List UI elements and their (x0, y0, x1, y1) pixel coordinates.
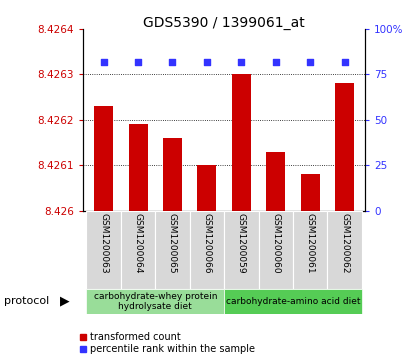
Text: ▶: ▶ (59, 295, 69, 308)
Point (307, 59, 313, 65)
Bar (259, 211, 293, 289)
Bar (94, 106, 113, 211)
Bar (335, 83, 354, 211)
Bar (155, 211, 190, 289)
Bar (327, 211, 362, 289)
Bar (129, 124, 147, 211)
Point (204, 59, 210, 65)
Text: GSM1200061: GSM1200061 (305, 213, 315, 273)
Bar (232, 74, 251, 211)
Bar (293, 211, 327, 289)
Point (238, 59, 244, 65)
Bar (198, 165, 216, 211)
Point (135, 59, 142, 65)
Text: GSM1200063: GSM1200063 (99, 213, 108, 273)
Point (272, 59, 279, 65)
Bar (163, 138, 182, 211)
Text: carbohydrate-amino acid diet: carbohydrate-amino acid diet (226, 297, 360, 306)
Bar (224, 211, 259, 289)
Text: GSM1200064: GSM1200064 (134, 213, 143, 273)
Bar (224, 289, 362, 314)
Text: GSM1200060: GSM1200060 (271, 213, 280, 273)
Point (169, 59, 176, 65)
Text: GDS5390 / 1399061_at: GDS5390 / 1399061_at (143, 16, 305, 30)
Bar (266, 151, 285, 211)
Bar (86, 211, 121, 289)
Text: carbohydrate-whey protein
hydrolysate diet: carbohydrate-whey protein hydrolysate di… (93, 291, 217, 311)
Text: protocol: protocol (4, 296, 49, 306)
Bar (86, 289, 224, 314)
Text: GSM1200059: GSM1200059 (237, 213, 246, 273)
Point (100, 59, 107, 65)
Bar (121, 211, 155, 289)
Text: GSM1200065: GSM1200065 (168, 213, 177, 273)
Legend: transformed count, percentile rank within the sample: transformed count, percentile rank withi… (76, 329, 259, 358)
Text: GSM1200062: GSM1200062 (340, 213, 349, 273)
Point (341, 59, 348, 65)
Text: GSM1200066: GSM1200066 (203, 213, 211, 273)
Bar (301, 174, 320, 211)
Bar (190, 211, 224, 289)
